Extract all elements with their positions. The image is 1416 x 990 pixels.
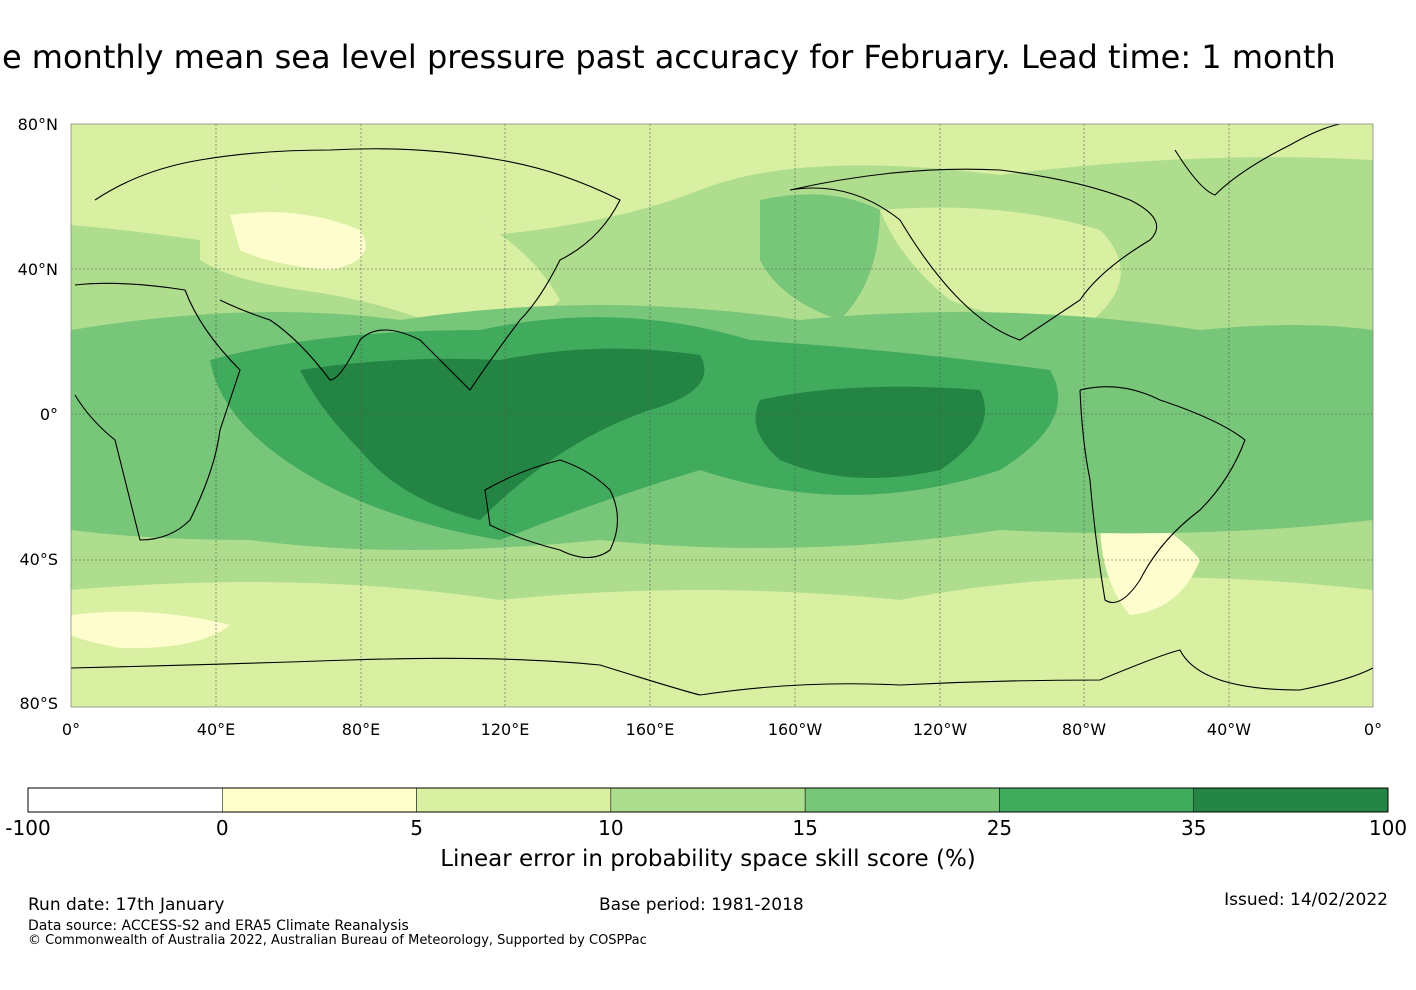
colorbar-bin-3 <box>610 787 806 813</box>
colorbar-tick: 10 <box>598 816 624 840</box>
lon-label-160e: 160°E <box>625 720 675 739</box>
colorbar-bin-1 <box>222 787 417 813</box>
north-pacific-mid <box>760 194 880 320</box>
data-source: Data source: ACCESS-S2 and ERA5 Climate … <box>28 918 409 934</box>
lat-label-40s: 40°S <box>19 550 58 569</box>
colorbar-bin-0 <box>27 787 223 813</box>
colorbar-tick: 25 <box>986 816 1013 840</box>
graticule <box>71 124 1373 707</box>
base-period: Base period: 1981-2018 <box>599 895 804 915</box>
lon-label-80e: 80°E <box>341 720 381 739</box>
run-date: Run date: 17th January <box>28 895 225 915</box>
colorbar-tick: 100 <box>1368 816 1408 840</box>
europe-asia-coast <box>94 148 621 391</box>
colorbar-bin-2 <box>416 787 612 813</box>
skill-score-map <box>70 123 1374 708</box>
colorbar <box>27 787 1389 813</box>
lon-label-40e: 40°E <box>196 720 236 739</box>
lat-label-80s: 80°S <box>19 694 58 713</box>
map-title: Tercile monthly mean sea level pressure … <box>0 38 1336 76</box>
lat-label-40n: 40°N <box>17 260 58 279</box>
lon-label-40w: 40°W <box>1206 720 1252 739</box>
colorbar-bin-5 <box>999 787 1194 813</box>
colorbar-bin-6 <box>1193 787 1389 813</box>
lon-label-0-west: 0° <box>61 720 81 739</box>
lon-label-160w: 160°W <box>767 720 823 739</box>
colorbar-tick: 35 <box>1180 816 1207 840</box>
lat-label-80n: 80°N <box>17 115 58 134</box>
australia-coast <box>484 459 618 559</box>
colorbar-tick: 0 <box>215 816 229 840</box>
lon-label-120w: 120°W <box>912 720 968 739</box>
lon-label-120e: 120°E <box>480 720 530 739</box>
colorbar-tick: 5 <box>410 816 423 840</box>
south-america-coast <box>1079 386 1246 604</box>
map-frame <box>70 123 1374 708</box>
lon-label-80w: 80°W <box>1061 720 1107 739</box>
colorbar-label: Linear error in probability space skill … <box>440 846 976 872</box>
greenland-coast <box>1174 124 1341 196</box>
colorbar-bin-4 <box>804 787 1000 813</box>
warm-pool-highest <box>300 348 705 520</box>
colorbar-tick: 15 <box>792 816 818 840</box>
issued-date: Issued: 14/02/2022 <box>1224 890 1388 910</box>
lon-label-0-east: 0° <box>1363 720 1383 739</box>
copyright: © Commonwealth of Australia 2022, Austra… <box>28 933 647 948</box>
east-pacific-highest <box>755 386 985 478</box>
africa-coast <box>74 282 241 541</box>
antarctica-coast <box>71 649 1373 696</box>
north-america-coast <box>789 168 1158 341</box>
southern-low-band <box>71 577 1373 707</box>
south-america-pale <box>1100 518 1200 615</box>
coastlines <box>71 124 1373 696</box>
lat-label-0: 0° <box>39 405 58 424</box>
southern-pale-patch <box>71 611 230 649</box>
colorbar-tick: -100 <box>5 816 51 840</box>
eurasia-pale-patch <box>230 212 366 270</box>
